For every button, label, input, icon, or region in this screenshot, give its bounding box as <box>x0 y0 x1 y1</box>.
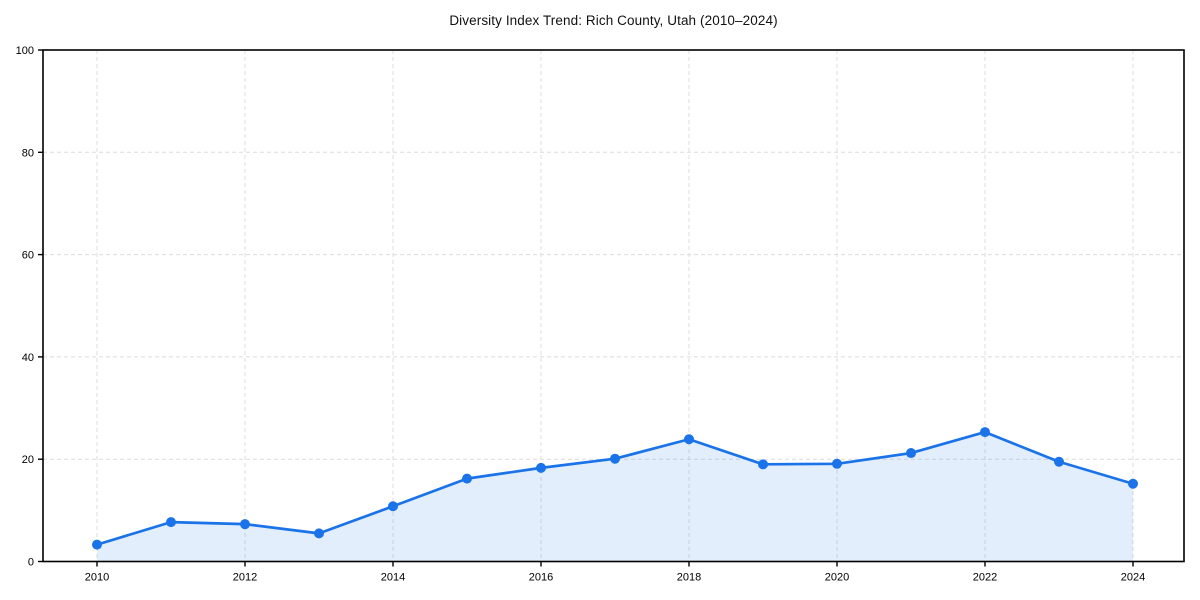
y-tick-label: 20 <box>22 454 34 466</box>
data-point-marker <box>1054 456 1064 467</box>
series-area-fill <box>97 432 1133 562</box>
plot-border <box>42 49 1185 563</box>
x-tick-label: 2010 <box>85 572 109 584</box>
data-point-marker <box>166 517 176 528</box>
data-point-marker <box>1128 478 1138 489</box>
y-tick-label: 80 <box>22 147 34 159</box>
y-tick-label: 0 <box>28 557 34 569</box>
data-point-marker <box>758 459 768 470</box>
x-tick-label: 2024 <box>1121 572 1145 584</box>
chart-title: Diversity Index Trend: Rich County, Utah… <box>449 13 778 28</box>
x-tick-label: 2016 <box>529 572 553 584</box>
y-tick-label: 40 <box>22 352 34 364</box>
data-point-marker <box>536 462 546 473</box>
data-point-marker <box>610 453 620 464</box>
data-point-marker <box>462 473 472 484</box>
data-point-marker <box>906 448 916 459</box>
x-tick-label: 2012 <box>233 572 257 584</box>
data-point-marker <box>388 501 398 512</box>
data-point-marker <box>684 434 694 445</box>
x-tick-label: 2018 <box>677 572 701 584</box>
data-point-marker <box>92 539 102 550</box>
x-tick-label: 2022 <box>973 572 997 584</box>
x-tick-label: 2014 <box>381 572 405 584</box>
x-tick-label: 2020 <box>825 572 849 584</box>
data-point-marker <box>240 519 250 530</box>
data-point-marker <box>832 458 842 469</box>
y-tick-label: 60 <box>22 250 34 262</box>
data-point-marker <box>980 427 990 438</box>
y-tick-label: 100 <box>16 45 34 57</box>
data-point-marker <box>314 528 324 539</box>
